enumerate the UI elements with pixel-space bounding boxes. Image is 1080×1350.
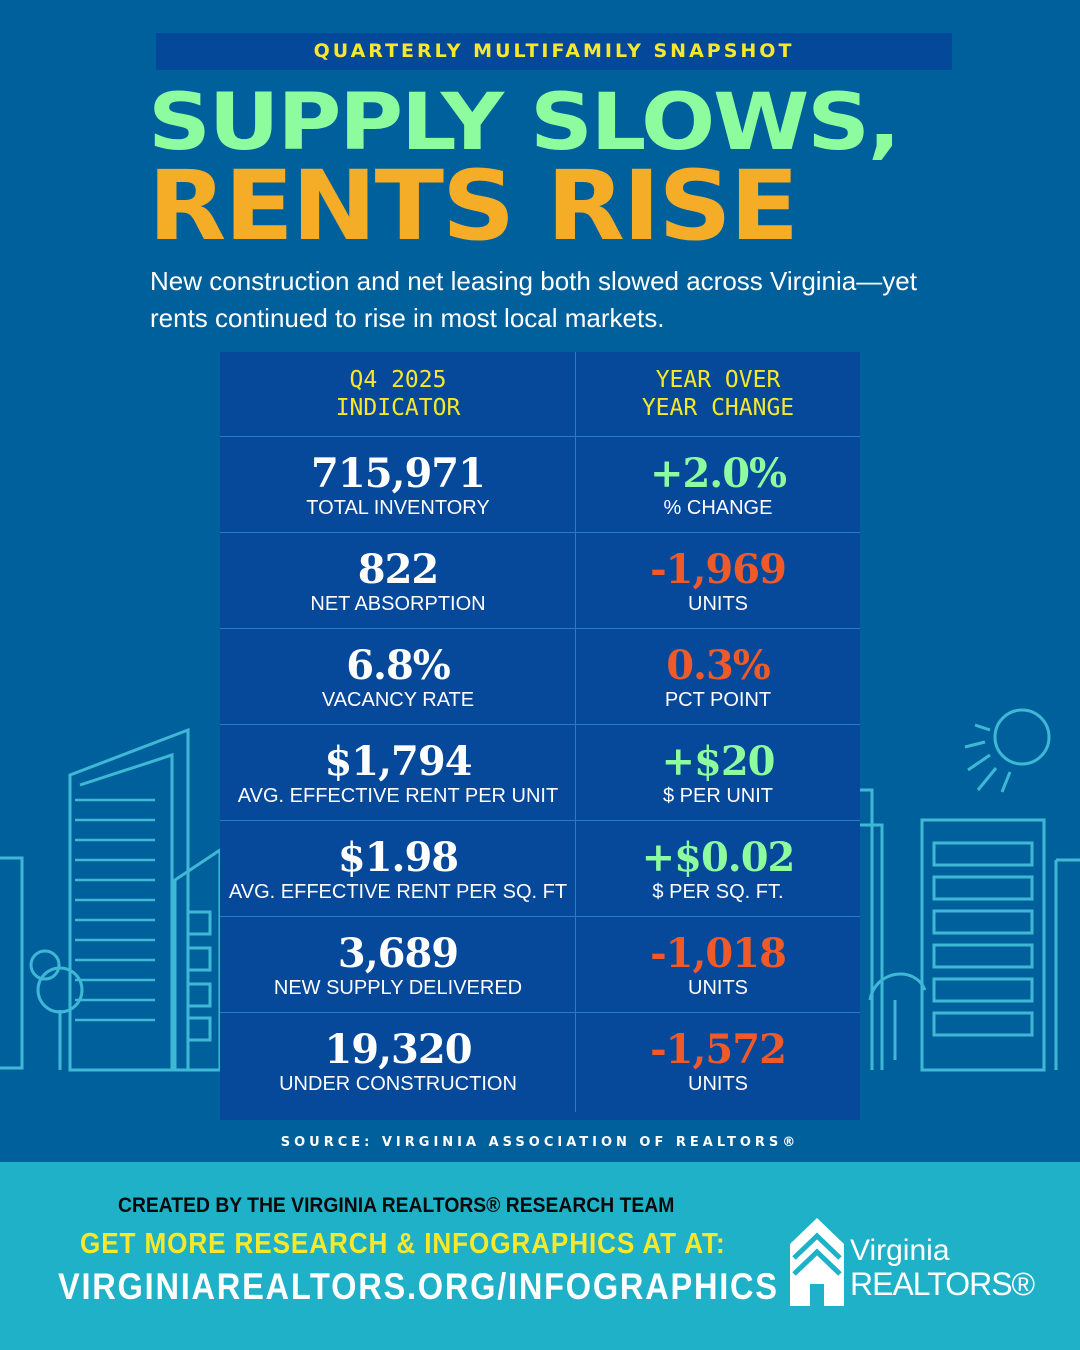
change-cell: +2.0%% CHANGE bbox=[576, 437, 860, 532]
change-label: UNITS bbox=[688, 976, 748, 999]
table-row: 6.8% VACANCY RATE 0.3% PCT POINT bbox=[220, 629, 860, 725]
change-value: 0.3% bbox=[666, 641, 771, 689]
indicator-value: $1.98 bbox=[337, 833, 459, 881]
change-value: +$0.02 bbox=[641, 833, 796, 881]
indicator-cell: 6.8% VACANCY RATE bbox=[220, 629, 576, 724]
indicator-value: 19,320 bbox=[324, 1026, 472, 1073]
change-label: $ PER SQ. FT. bbox=[652, 880, 784, 903]
indicator-cell: $1,794 AVG. EFFECTIVE RENT PER UNIT bbox=[220, 725, 576, 820]
header-text: YEAR OVER bbox=[655, 367, 781, 393]
change-value: +$20 bbox=[661, 737, 775, 785]
change-label: UNITS bbox=[688, 592, 748, 615]
indicator-value: $1,794 bbox=[324, 737, 472, 785]
table-row: 3,689 NEW SUPPLY DELIVERED -1,018 UNITS bbox=[220, 917, 860, 1013]
table-row: $1,794 AVG. EFFECTIVE RENT PER UNIT +$20 $ … bbox=[220, 725, 860, 821]
table-row: 822 NET ABSORPTION -1,969 UNITS bbox=[220, 533, 860, 629]
title-line-1: SUPPLY SLOWS, bbox=[148, 78, 901, 168]
change-value: -1,969 bbox=[650, 545, 787, 593]
logo-text-realtors: REALTORS® bbox=[850, 1266, 1035, 1302]
change-label: % CHANGE bbox=[663, 496, 773, 519]
change-cell: +$20 $ PER UNIT bbox=[576, 725, 860, 820]
indicator-value: 6.8% bbox=[346, 641, 451, 689]
change-label: UNITS bbox=[688, 1073, 748, 1095]
header-text: INDICATOR bbox=[335, 395, 461, 421]
logo-text-virginia: Virginia bbox=[850, 1234, 950, 1267]
virginia-realtors-logo: Virginia REALTORS® bbox=[790, 1218, 1035, 1308]
header-text: YEAR CHANGE bbox=[641, 395, 795, 421]
change-cell: 0.3% PCT POINT bbox=[576, 629, 860, 724]
change-cell: +$0.02 $ PER SQ. FT. bbox=[576, 821, 860, 916]
change-label: $ PER UNIT bbox=[662, 784, 774, 807]
indicator-label: TOTAL INVENTORY bbox=[306, 496, 490, 519]
indicator-value: 3,689 bbox=[337, 929, 459, 977]
change-value: +2.0% bbox=[649, 449, 787, 497]
change-value: -1,018 bbox=[650, 929, 787, 977]
header-indicator: Q4 2025 INDICATOR bbox=[220, 352, 576, 436]
indicator-table: Q4 2025 INDICATOR YEAR OVER YEAR CHANGE 71… bbox=[220, 352, 860, 1120]
indicator-label: UNDER CONSTRUCTION bbox=[279, 1073, 517, 1095]
table-header: Q4 2025 INDICATOR YEAR OVER YEAR CHANGE bbox=[220, 352, 860, 437]
source-note: SOURCE: VIRGINIA ASSOCIATION OF REALTORS… bbox=[280, 1135, 800, 1150]
column-divider bbox=[575, 352, 576, 1112]
subtitle: New construction and net leasing both sl… bbox=[150, 266, 917, 333]
house-chevron-icon bbox=[790, 1218, 844, 1306]
table-row: 19,320 UNDER CONSTRUCTION -1,572 UNITS bbox=[220, 1013, 860, 1109]
change-cell: -1,018 UNITS bbox=[576, 917, 860, 1012]
indicator-cell: $1.98 AVG. EFFECTIVE RENT PER SQ. FT bbox=[220, 821, 576, 916]
indicator-cell: 3,689 NEW SUPPLY DELIVERED bbox=[220, 917, 576, 1012]
title-line-2: RENTS RISE bbox=[148, 150, 799, 262]
header-change: YEAR OVER YEAR CHANGE bbox=[576, 352, 860, 436]
indicator-cell: 19,320 UNDER CONSTRUCTION bbox=[220, 1013, 576, 1109]
indicator-value: 822 bbox=[357, 545, 440, 593]
footer: CREATED BY THE VIRGINIA REALTORS® RESEAR… bbox=[0, 1162, 1080, 1350]
indicator-label: NET ABSORPTION bbox=[310, 592, 486, 615]
table-row: $1.98 AVG. EFFECTIVE RENT PER SQ. FT +$0.0… bbox=[220, 821, 860, 917]
indicator-label: NEW SUPPLY DELIVERED bbox=[273, 976, 523, 999]
indicator-cell: 822 NET ABSORPTION bbox=[220, 533, 576, 628]
kicker-banner: QUARTERLY MULTIFAMILY SNAPSHOT bbox=[156, 33, 952, 70]
more-research-cta: GET MORE RESEARCH & INFOGRAPHICS AT AT: bbox=[80, 1228, 726, 1260]
created-by: CREATED BY THE VIRGINIA REALTORS® RESEAR… bbox=[118, 1194, 675, 1217]
indicator-cell: 715,971 TOTAL INVENTORY bbox=[220, 437, 576, 532]
change-label: PCT POINT bbox=[664, 688, 772, 711]
indicator-label: VACANCY RATE bbox=[321, 688, 475, 711]
indicator-label: AVG. EFFECTIVE RENT PER SQ. FT bbox=[228, 880, 568, 903]
header-text: Q4 2025 bbox=[349, 367, 447, 393]
change-value: -1,572 bbox=[650, 1026, 787, 1073]
table-row: 715,971 TOTAL INVENTORY +2.0%% CHANGE bbox=[220, 437, 860, 533]
change-cell: -1,572 UNITS bbox=[576, 1013, 860, 1109]
indicator-value: 715,971 bbox=[311, 449, 486, 497]
infographics-link[interactable]: VIRGINIAREALTORS.ORG/INFOGRAPHICS bbox=[58, 1266, 779, 1307]
change-cell: -1,969 UNITS bbox=[576, 533, 860, 628]
indicator-label: AVG. EFFECTIVE RENT PER UNIT bbox=[237, 784, 559, 807]
